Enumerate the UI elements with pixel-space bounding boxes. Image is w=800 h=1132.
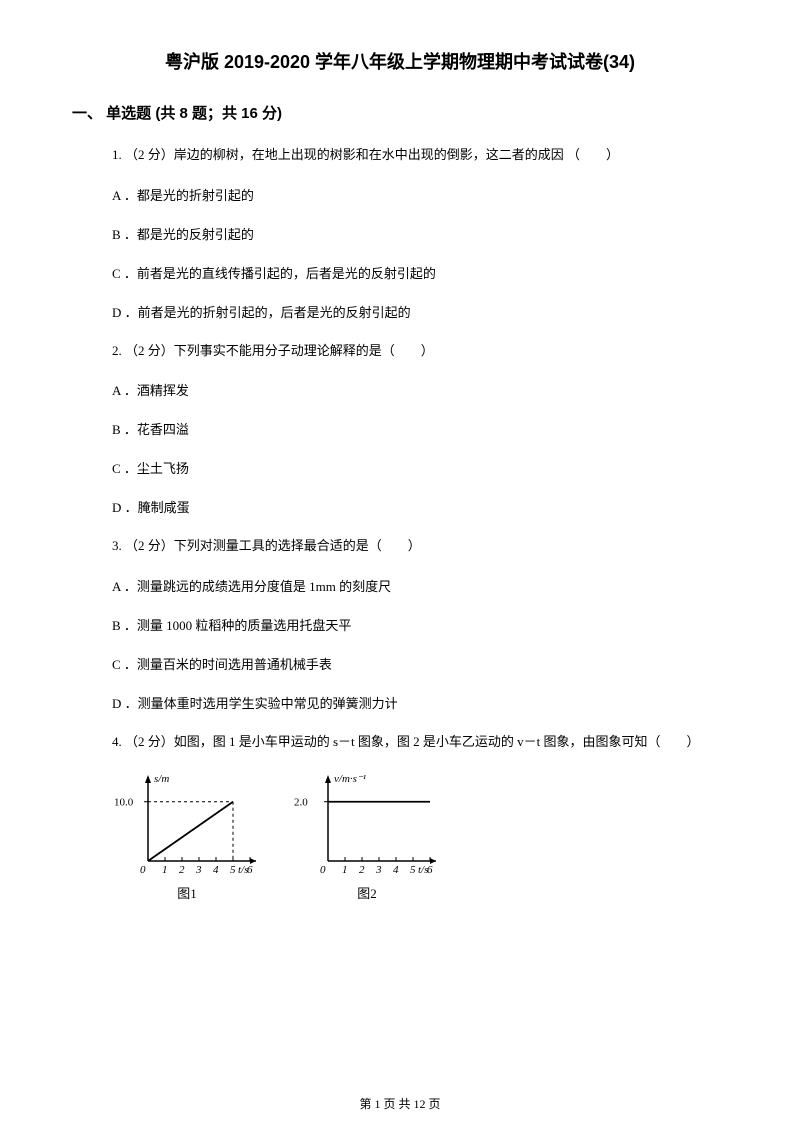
svg-text:5: 5	[230, 864, 236, 876]
q1-option-b: B ．都是光的反射引起的	[112, 224, 728, 243]
q1-option-c: C ．前者是光的直线传播引起的，后者是光的反射引起的	[112, 263, 728, 282]
section-heading: 一、 单选题 (共 8 题；共 16 分)	[72, 102, 728, 123]
svg-text:0: 0	[140, 864, 146, 876]
q3-option-a: A ．测量跳远的成绩选用分度值是 1mm 的刻度尺	[112, 576, 728, 595]
chart-1-container: 012345610.0s/mt/s 图1	[112, 771, 262, 902]
q2-option-a: A ．酒精挥发	[112, 380, 728, 399]
svg-text:v/m·s⁻¹: v/m·s⁻¹	[334, 773, 366, 785]
svg-text:t/s: t/s	[238, 864, 248, 876]
q1-option-d: D ．前者是光的折射引起的，后者是光的反射引起的	[112, 302, 728, 321]
svg-text:0: 0	[320, 864, 326, 876]
svg-text:3: 3	[375, 864, 382, 876]
svg-text:10.0: 10.0	[114, 797, 134, 809]
q2-option-c: C ．尘土飞扬	[112, 458, 728, 477]
charts-row: 012345610.0s/mt/s 图1 01234562.0v/m·s⁻¹t/…	[112, 771, 728, 902]
exam-title: 粤沪版 2019-2020 学年八年级上学期物理期中考试试卷(34)	[72, 48, 728, 74]
chart-1-caption: 图1	[177, 883, 197, 902]
q3-option-b: B ．测量 1000 粒稻种的质量选用托盘天平	[112, 615, 728, 634]
question-4-stem: 4. （2 分）如图，图 1 是小车甲运动的 s－t 图象，图 2 是小车乙运动…	[112, 732, 728, 752]
page-footer: 第 1 页 共 12 页	[0, 1095, 800, 1112]
svg-text:1: 1	[342, 864, 348, 876]
svg-text:4: 4	[213, 864, 219, 876]
q1-option-a: A ．都是光的折射引起的	[112, 185, 728, 204]
question-2-stem: 2. （2 分）下列事实不能用分子动理论解释的是（ ）	[112, 341, 728, 361]
question-1-stem: 1. （2 分）岸边的柳树，在地上出现的树影和在水中出现的倒影，这二者的成因 （…	[112, 145, 728, 165]
svg-text:s/m: s/m	[154, 773, 169, 785]
svg-text:2.0: 2.0	[294, 797, 308, 809]
svg-text:2: 2	[179, 864, 185, 876]
q3-option-c: C ．测量百米的时间选用普通机械手表	[112, 654, 728, 673]
q2-option-b: B ．花香四溢	[112, 419, 728, 438]
svg-text:5: 5	[410, 864, 416, 876]
svg-text:1: 1	[162, 864, 168, 876]
chart-1-svg: 012345610.0s/mt/s	[112, 771, 262, 881]
chart-2-svg: 01234562.0v/m·s⁻¹t/s	[292, 771, 442, 881]
chart-2-container: 01234562.0v/m·s⁻¹t/s 图2	[292, 771, 442, 902]
chart-2-caption: 图2	[357, 883, 377, 902]
svg-text:4: 4	[393, 864, 399, 876]
svg-text:3: 3	[195, 864, 202, 876]
q2-option-d: D ．腌制咸蛋	[112, 497, 728, 516]
svg-text:2: 2	[359, 864, 365, 876]
q3-option-d: D ．测量体重时选用学生实验中常见的弹簧测力计	[112, 693, 728, 712]
question-3-stem: 3. （2 分）下列对测量工具的选择最合适的是（ ）	[112, 536, 728, 556]
svg-text:t/s: t/s	[418, 864, 428, 876]
